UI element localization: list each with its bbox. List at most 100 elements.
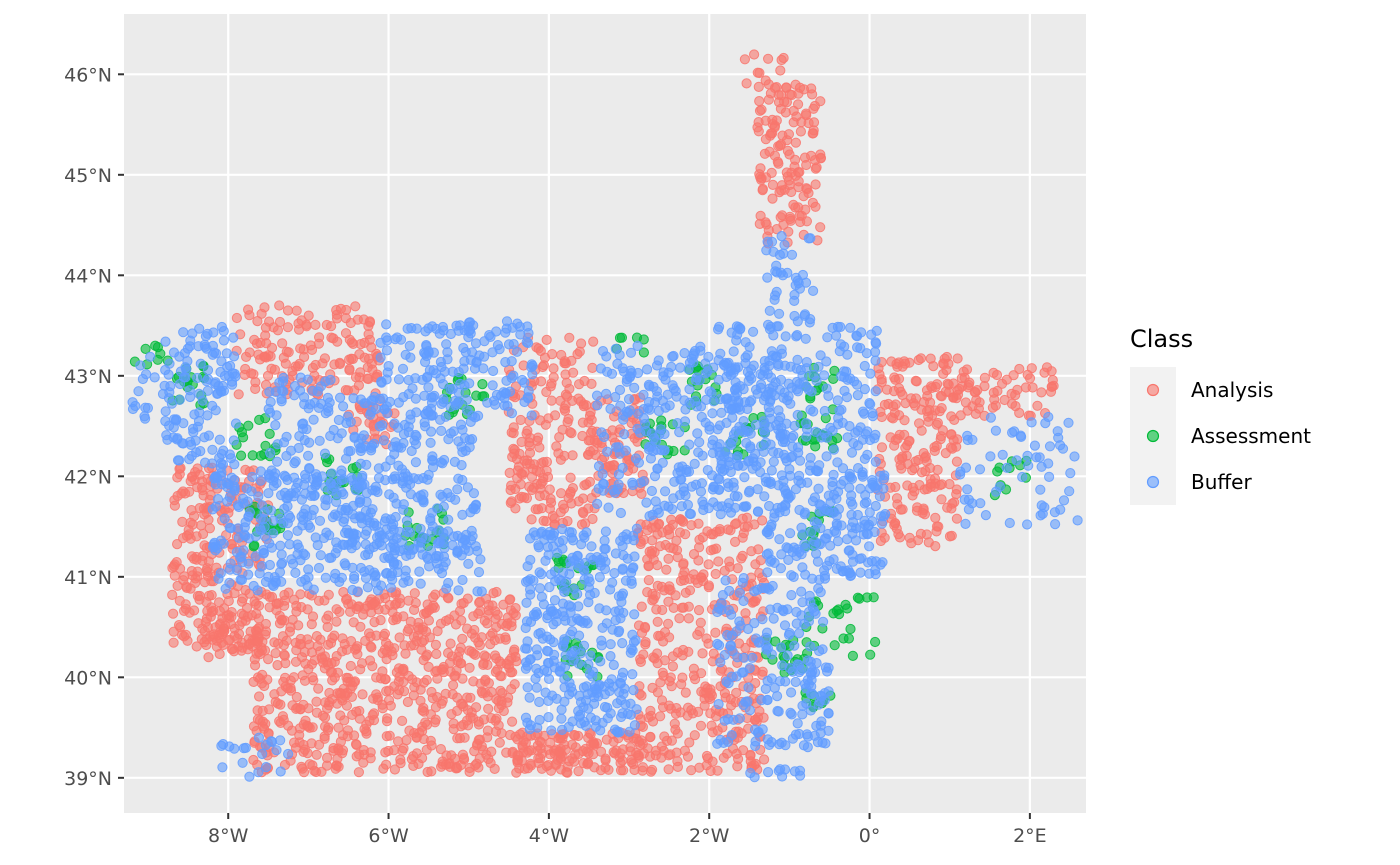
data-point-buffer <box>358 430 369 441</box>
data-point-buffer <box>277 558 288 569</box>
data-point-analysis <box>234 620 245 631</box>
data-point-buffer <box>805 688 817 700</box>
data-point-analysis <box>295 589 306 600</box>
data-point-buffer <box>292 539 303 550</box>
data-point-analysis <box>569 756 580 767</box>
data-point-buffer <box>780 676 791 687</box>
data-point-buffer <box>314 515 326 526</box>
data-point-buffer <box>401 526 412 537</box>
data-point-buffer <box>714 484 725 495</box>
data-point-buffer <box>678 482 689 493</box>
data-point-analysis <box>534 442 545 453</box>
data-point-buffer <box>314 435 325 446</box>
data-point-analysis <box>278 640 289 651</box>
data-point-analysis <box>566 428 577 439</box>
data-point-buffer <box>794 546 805 558</box>
data-point-buffer <box>595 363 607 374</box>
data-point-buffer <box>428 347 439 358</box>
data-point-analysis <box>263 654 274 665</box>
data-point-buffer <box>782 488 793 499</box>
data-point-analysis <box>524 481 535 492</box>
data-point-buffer <box>955 466 966 477</box>
data-point-assessment <box>243 420 254 431</box>
data-point-analysis <box>577 506 589 517</box>
data-point-analysis <box>283 587 294 598</box>
data-point-buffer <box>228 435 239 446</box>
data-point-analysis <box>647 716 659 727</box>
data-point-buffer <box>254 568 265 579</box>
data-point-analysis <box>930 512 941 524</box>
data-point-buffer <box>220 583 231 594</box>
data-point-analysis <box>388 745 400 756</box>
data-point-analysis <box>365 631 376 642</box>
data-point-buffer <box>573 601 584 612</box>
data-point-buffer <box>378 393 389 404</box>
data-point-buffer <box>487 380 498 391</box>
data-point-analysis <box>739 521 750 533</box>
data-point-analysis <box>319 595 330 606</box>
data-point-buffer <box>522 575 534 586</box>
data-point-buffer <box>828 444 840 455</box>
data-point-analysis <box>475 605 486 617</box>
data-point-assessment <box>254 414 265 425</box>
data-point-buffer <box>185 391 196 403</box>
data-point-analysis <box>749 49 760 60</box>
data-point-buffer <box>878 511 890 522</box>
data-point-buffer <box>1050 519 1061 530</box>
data-point-buffer <box>836 404 847 415</box>
data-point-buffer <box>347 509 358 520</box>
data-point-buffer <box>216 467 227 478</box>
data-point-analysis <box>652 580 663 592</box>
data-point-analysis <box>425 709 436 720</box>
data-point-analysis <box>942 502 953 513</box>
data-point-analysis <box>532 504 544 515</box>
data-point-buffer <box>786 249 798 260</box>
data-point-buffer <box>441 339 452 350</box>
data-point-analysis <box>533 432 544 443</box>
data-point-buffer <box>402 323 413 334</box>
data-point-buffer <box>1023 460 1034 471</box>
data-point-buffer <box>338 401 349 412</box>
data-point-buffer <box>809 492 821 503</box>
data-point-analysis <box>703 582 714 593</box>
data-point-analysis <box>451 665 462 676</box>
data-point-buffer <box>1029 440 1041 451</box>
data-point-buffer <box>822 332 833 343</box>
data-point-analysis <box>404 725 415 736</box>
data-point-buffer <box>549 649 560 661</box>
data-point-buffer <box>212 388 223 399</box>
data-point-buffer <box>805 452 816 463</box>
data-point-buffer <box>400 349 411 360</box>
data-point-analysis <box>172 580 183 591</box>
data-point-buffer <box>356 443 367 454</box>
data-point-analysis <box>345 660 356 672</box>
data-point-buffer <box>292 525 303 537</box>
data-point-buffer <box>378 435 389 446</box>
data-point-buffer <box>626 575 637 586</box>
data-point-buffer <box>842 349 853 360</box>
data-point-buffer <box>372 532 383 543</box>
data-point-analysis <box>694 534 705 545</box>
data-point-analysis <box>932 417 944 429</box>
data-point-buffer <box>1017 471 1028 483</box>
data-point-analysis <box>250 383 261 394</box>
data-point-analysis <box>636 690 647 701</box>
data-point-buffer <box>235 552 246 563</box>
data-point-analysis <box>781 82 792 93</box>
data-point-buffer <box>801 424 813 435</box>
data-point-buffer <box>417 549 428 560</box>
data-point-analysis <box>464 645 475 656</box>
data-point-buffer <box>415 523 426 535</box>
data-point-buffer <box>178 372 189 383</box>
data-point-analysis <box>676 679 687 690</box>
data-point-analysis <box>317 710 329 721</box>
data-point-buffer <box>802 731 814 742</box>
data-point-buffer <box>498 387 509 398</box>
data-point-analysis <box>363 373 374 385</box>
data-point-buffer <box>272 439 283 450</box>
data-point-buffer <box>720 357 731 368</box>
data-point-analysis <box>988 367 999 378</box>
data-point-buffer <box>218 335 229 346</box>
data-point-buffer <box>627 479 639 491</box>
data-point-buffer <box>771 286 782 297</box>
